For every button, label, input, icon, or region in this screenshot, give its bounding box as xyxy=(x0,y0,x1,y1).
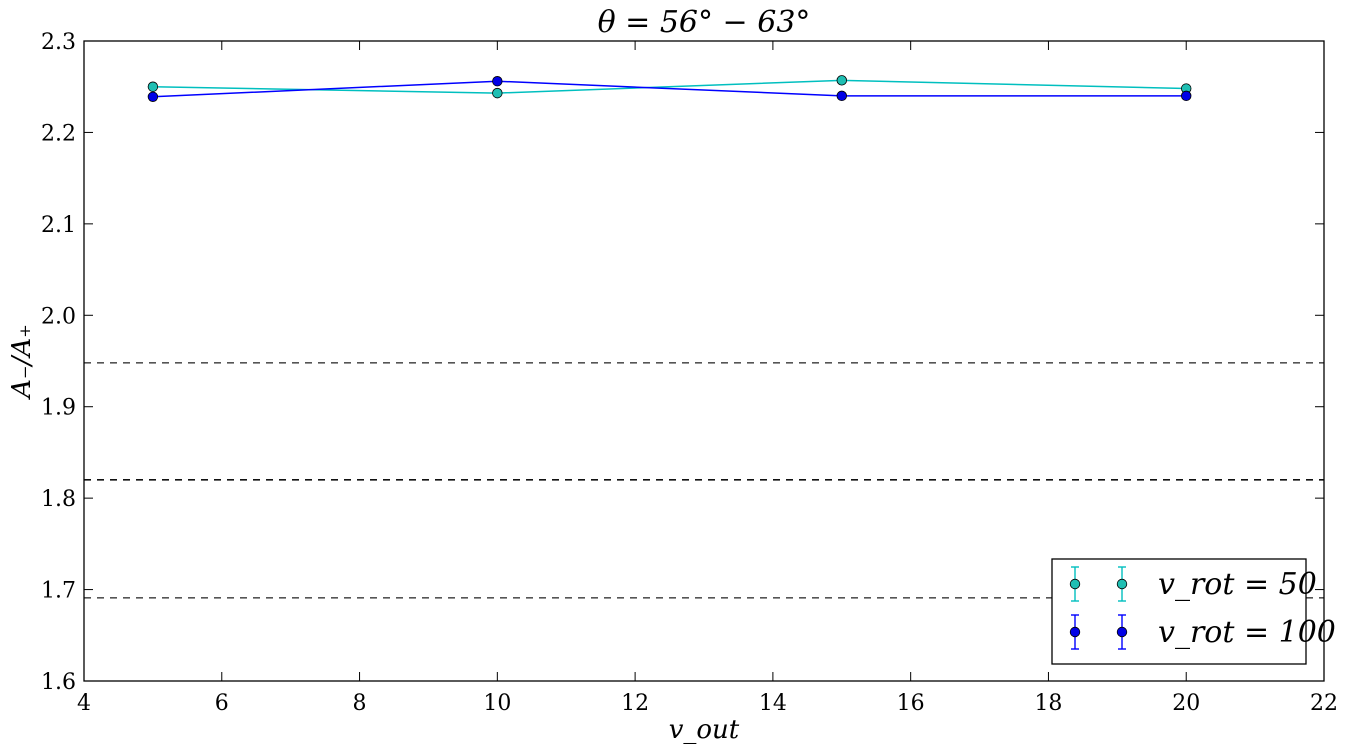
data-point xyxy=(1181,90,1192,102)
series-1 xyxy=(147,75,1192,99)
legend-marker xyxy=(1069,626,1081,638)
legend-marker xyxy=(1116,626,1128,638)
y-tick-label: 1.9 xyxy=(41,396,76,421)
x-axis-label: v_out xyxy=(669,715,740,745)
legend-marker xyxy=(1116,578,1128,590)
data-point xyxy=(836,75,847,86)
data-point xyxy=(147,81,159,92)
chart-title: θ = 56° − 63° xyxy=(598,5,811,40)
series-line xyxy=(152,79,1187,94)
y-tick-label: 2.2 xyxy=(41,121,76,146)
legend-box xyxy=(1051,558,1307,665)
axis-tick-labels: 4 6 8 10 12 14 16 18 20 22 1.6 1.7 1.8 1.9 2.0 2.1 2.2 2.… xyxy=(41,30,1338,716)
x-tick-label: 6 xyxy=(215,691,229,716)
data-point xyxy=(492,87,503,99)
x-tick-label: 20 xyxy=(1172,691,1200,716)
x-tick-label: 8 xyxy=(353,691,367,716)
x-tick-label: 10 xyxy=(483,691,511,716)
x-tick-label: 18 xyxy=(1034,691,1062,716)
data-point xyxy=(836,90,847,102)
data-point xyxy=(492,76,503,87)
axis-ticks xyxy=(83,40,1325,682)
series-2 xyxy=(147,76,1192,102)
series-line xyxy=(152,80,1187,98)
y-tick-label: 1.7 xyxy=(41,579,76,604)
x-tick-label: 4 xyxy=(77,691,91,716)
y-tick-label: 1.6 xyxy=(41,670,76,695)
x-tick-label: 16 xyxy=(897,691,925,716)
y-tick-label: 2.1 xyxy=(41,213,76,238)
y-tick-label: 2.0 xyxy=(41,304,76,329)
plot-frame xyxy=(83,40,1325,682)
y-tick-label: 1.8 xyxy=(41,487,76,512)
x-tick-label: 12 xyxy=(621,691,649,716)
series-layer xyxy=(147,75,1192,102)
y-tick-label: 2.3 xyxy=(41,30,76,55)
x-tick-label: 22 xyxy=(1310,691,1338,716)
legend-entry-label: v_rot = 50 xyxy=(1158,567,1317,602)
data-point xyxy=(147,91,159,102)
legend: v_rot = 50 v_rot = 100 xyxy=(1051,558,1336,665)
legend-marker xyxy=(1069,578,1081,590)
x-tick-label: 14 xyxy=(759,691,787,716)
y-axis-label: A₋/A₊ xyxy=(7,324,37,400)
legend-entry-label: v_rot = 100 xyxy=(1158,615,1336,650)
